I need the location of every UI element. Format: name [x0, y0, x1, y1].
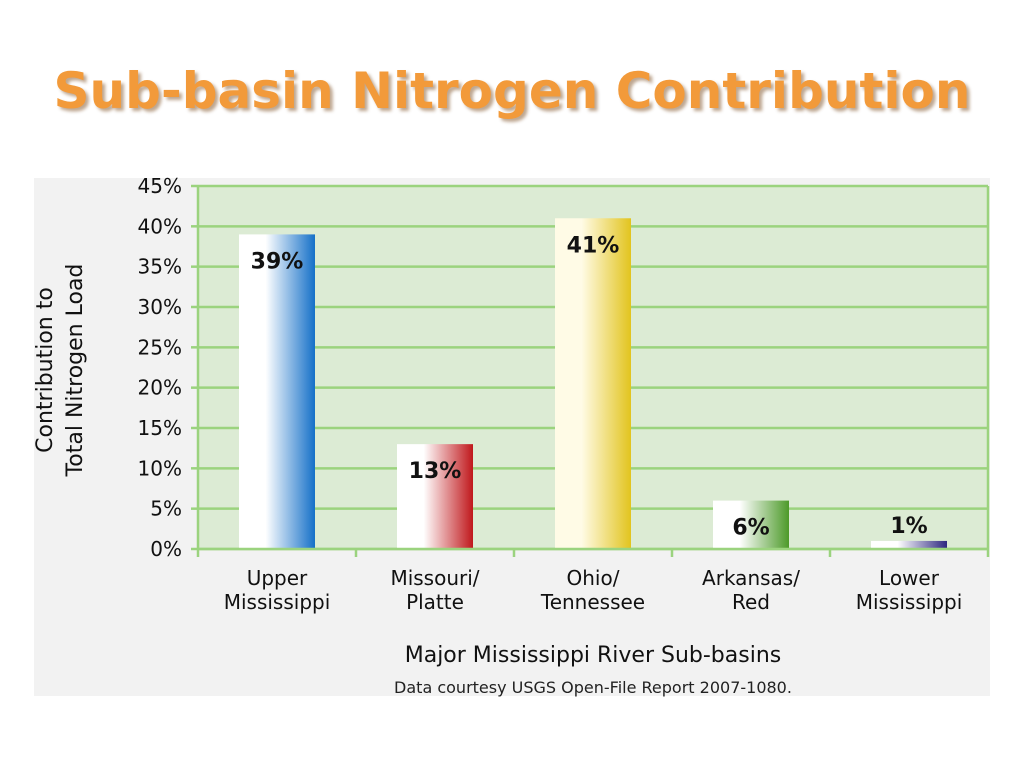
- x-tick-label: Upper: [247, 566, 308, 590]
- bar: [555, 218, 631, 549]
- x-tick-label: Arkansas/: [702, 566, 800, 590]
- data-label: 1%: [890, 514, 927, 539]
- data-label: 6%: [732, 516, 769, 541]
- y-tick-label: 25%: [138, 335, 182, 359]
- data-label: 41%: [567, 233, 620, 258]
- y-axis-title: Total Nitrogen Load: [63, 264, 88, 478]
- data-label: 13%: [409, 459, 462, 484]
- bar: [239, 234, 315, 549]
- x-tick-label: Mississippi: [856, 590, 963, 614]
- x-axis-title: Major Mississippi River Sub-basins: [405, 643, 782, 668]
- x-tick-label: Platte: [406, 590, 464, 614]
- y-tick-label: 15%: [138, 416, 182, 440]
- y-tick-label: 30%: [138, 295, 182, 319]
- y-tick-label: 5%: [150, 497, 182, 521]
- x-tick-label: Red: [732, 590, 770, 614]
- x-tick-label: Mississippi: [224, 590, 331, 614]
- chart-title: Sub-basin Nitrogen Contribution: [53, 62, 971, 120]
- x-tick-label: Tennessee: [540, 590, 645, 614]
- bar: [713, 500, 789, 549]
- y-tick-label: 45%: [138, 174, 182, 198]
- y-tick-label: 0%: [150, 537, 182, 561]
- y-axis-title: Contribution to: [33, 287, 58, 453]
- y-tick-label: 40%: [138, 214, 182, 238]
- bar: [871, 540, 947, 549]
- y-tick-label: 10%: [138, 456, 182, 480]
- source-note: Data courtesy USGS Open-File Report 2007…: [394, 678, 792, 697]
- y-tick-label: 35%: [138, 255, 182, 279]
- bar: [397, 444, 473, 549]
- x-tick-label: Ohio/: [567, 566, 620, 590]
- x-tick-label: Lower: [879, 566, 940, 590]
- x-tick-label: Missouri/: [390, 566, 479, 590]
- data-label: 39%: [251, 249, 304, 274]
- y-tick-label: 20%: [138, 376, 182, 400]
